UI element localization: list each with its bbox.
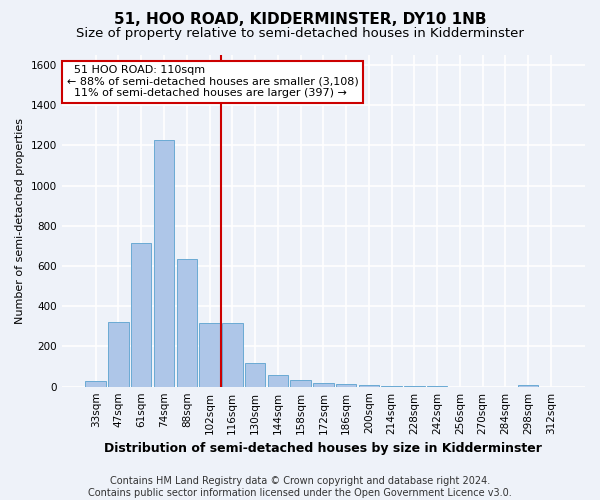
Text: 51 HOO ROAD: 110sqm
← 88% of semi-detached houses are smaller (3,108)
  11% of s: 51 HOO ROAD: 110sqm ← 88% of semi-detach… [67, 65, 359, 98]
Bar [313, 382, 334, 386]
Bar [131, 243, 151, 386]
Bar [85, 380, 106, 386]
Bar [359, 384, 379, 386]
Bar [268, 374, 288, 386]
Y-axis label: Number of semi-detached properties: Number of semi-detached properties [15, 118, 25, 324]
Bar [222, 324, 242, 386]
Bar [245, 362, 265, 386]
Bar [336, 384, 356, 386]
Bar [108, 322, 129, 386]
Bar [176, 259, 197, 386]
Text: Contains HM Land Registry data © Crown copyright and database right 2024.
Contai: Contains HM Land Registry data © Crown c… [88, 476, 512, 498]
Text: Size of property relative to semi-detached houses in Kidderminster: Size of property relative to semi-detach… [76, 28, 524, 40]
Bar [199, 324, 220, 386]
Bar [154, 140, 174, 386]
Bar [290, 380, 311, 386]
Text: 51, HOO ROAD, KIDDERMINSTER, DY10 1NB: 51, HOO ROAD, KIDDERMINSTER, DY10 1NB [114, 12, 486, 28]
X-axis label: Distribution of semi-detached houses by size in Kidderminster: Distribution of semi-detached houses by … [104, 442, 542, 455]
Bar [518, 384, 538, 386]
